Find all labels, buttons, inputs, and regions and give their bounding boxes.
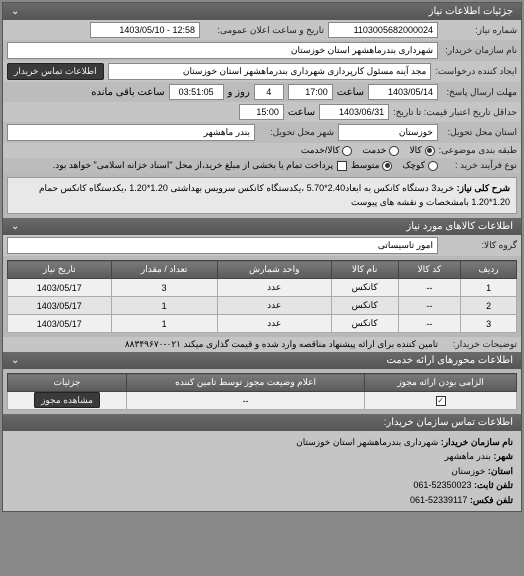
col-mandatory: الزامی بودن ارائه مجوز [365,374,517,392]
collapse-icon[interactable]: ⌄ [11,6,19,17]
col-status: اعلام وضیعت مجوز توسط تامین کننده [127,374,365,392]
province-field: خوزستان [338,124,438,141]
contact-button[interactable]: اطلاعات تماس خریدار [7,63,104,80]
table-row[interactable]: 1--کانکسعدد31403/05/17 [8,279,517,297]
main-header: جزئیات اطلاعات نیاز ⌄ [3,3,521,20]
col-details: جزئیات [8,374,127,392]
collapse-icon[interactable]: ⌄ [11,355,19,366]
buyer-notes: تامین کننده برای ارائه پیشنهاد مناقصه وا… [7,339,438,350]
province-label: استان محل تحویل: [442,127,517,138]
process-label: نوع فرآیند خرید : [442,160,517,171]
process-radio-group: کوچک متوسط [351,160,438,171]
budget-radio-group: کالا خدمت کالا/خدمت [301,145,435,156]
header-title: جزئیات اطلاعات نیاز [429,6,513,17]
city-field: بندر ماهشهر [7,124,255,141]
provider-table: الزامی بودن ارائه مجوز اعلام وضیعت مجوز … [7,373,517,410]
announce-field: 12:58 - 1403/05/10 [90,22,200,38]
deadline-time: 17:00 [288,84,333,100]
requester-field: مجد آینه مسئول کارپردازی شهرداری بندرماه… [108,63,432,80]
table-header: واحد شمارش [217,261,331,279]
collapse-icon[interactable]: ⌄ [11,221,19,232]
view-license-button[interactable]: مشاهده مجوز [34,392,100,408]
budget-label: طبقه بندی موضوعی: [439,145,517,156]
radio-both[interactable] [342,146,352,156]
buyer-notes-label: توضیحات خریدار: [442,339,517,350]
announce-label: تاریخ و ساعت اعلان عمومی: [204,25,324,36]
table-header: ردیف [461,261,517,279]
table-header: تعداد / مقدار [111,261,217,279]
mandatory-checkbox [436,396,446,406]
description-box: شرح کلی نیاز: خرید3 دستگاه کانکس به ابعا… [7,177,517,214]
table-header: کد کالا [398,261,461,279]
desc-label: شرح کلی نیاز: [457,183,510,193]
treasury-checkbox[interactable] [337,161,347,171]
contact-info: نام سازمان خریدار: شهرداری بندرماهشهر اس… [3,431,521,511]
radio-small[interactable] [428,161,438,171]
radio-goods[interactable] [425,146,435,156]
goods-group-label: گروه کالا: [442,240,517,251]
req-no-label: شماره نیاز: [442,25,517,36]
desc-text: خرید3 دستگاه کانکس به ابعاد2.40*5.70 ،یک… [39,183,510,207]
remaining-days: 4 [254,84,284,100]
validity-label: حداقل تاریخ اعتبار قیمت: تا تاریخ: [393,107,517,118]
city-label: شهر محل تحویل: [259,127,334,138]
goods-table: ردیفکد کالانام کالاواحد شمارشتعداد / مقد… [7,260,517,333]
table-header: تاریخ نیاز [8,261,112,279]
buyer-field: شهرداری بندرماهشهر استان خوزستان [7,42,438,59]
contact-header: اطلاعات تماس سازمان خریدار: [3,414,521,431]
provider-status: -- [127,392,365,410]
buyer-label: نام سازمان خریدار: [442,45,517,56]
goods-header: اطلاعات کالاهای مورد نیاز ⌄ [3,218,521,235]
goods-group-field: امور تاسیساتی [7,237,438,254]
process-note: پرداخت تمام یا بخشی از مبلغ خرید،از محل … [53,160,333,171]
radio-service[interactable] [389,146,399,156]
table-row[interactable]: 2--کانکسعدد11403/05/17 [8,297,517,315]
remaining-hours: 03:51:05 [169,84,224,100]
remaining-label: ساعت باقی مانده [91,87,164,98]
axes-header: اطلاعات محورهای ارائه خدمت ⌄ [3,352,521,369]
days-label: روز و [228,87,250,98]
validity-time-label: ساعت [288,107,315,118]
radio-medium[interactable] [382,161,392,171]
validity-date: 1403/06/31 [319,104,389,120]
table-header: نام کالا [331,261,398,279]
deadline-date: 1403/05/14 [368,84,438,100]
deadline-label: مهلت ارسال پاسخ: [442,87,517,98]
validity-time: 15:00 [239,104,284,120]
req-no-field: 1103005682000024 [328,22,438,38]
table-row[interactable]: 3--کانکسعدد11403/05/17 [8,315,517,333]
time-label: ساعت [337,87,364,98]
requester-label: ایجاد کننده درخواست: [435,66,517,77]
